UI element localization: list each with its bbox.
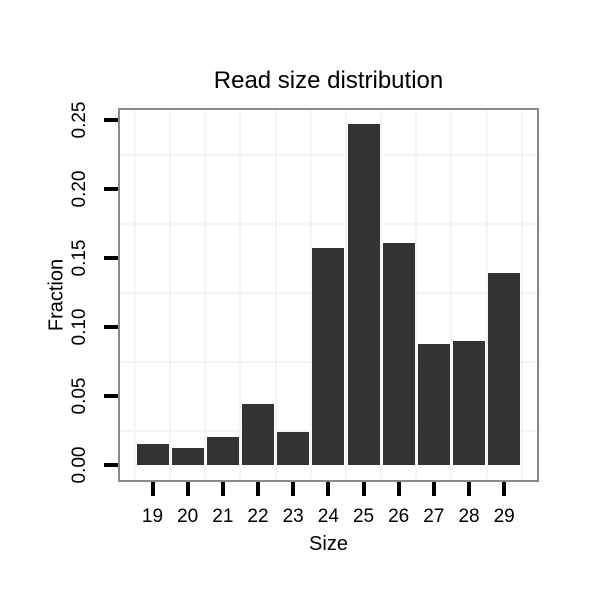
x-tick-label: 29 <box>493 506 515 527</box>
bar-size-19 <box>136 444 169 465</box>
bar-size-26 <box>382 242 415 465</box>
y-tick-label: 0.05 <box>69 377 90 415</box>
y-tick <box>104 463 118 467</box>
x-tick <box>431 482 436 496</box>
vertical-gridline <box>133 110 136 480</box>
plot-panel <box>118 108 539 482</box>
y-tick-label: 0.00 <box>69 446 90 484</box>
vertical-gridline <box>485 110 488 480</box>
vertical-gridline <box>344 110 347 480</box>
horizontal-gridline <box>120 222 537 225</box>
x-tick <box>185 482 190 496</box>
y-tick-label: 0.10 <box>69 308 90 346</box>
y-tick-label: 0.15 <box>69 239 90 277</box>
y-tick <box>104 325 118 329</box>
y-tick-label: 0.25 <box>69 101 90 139</box>
x-tick <box>502 482 507 496</box>
vertical-gridline <box>450 110 453 480</box>
x-tick-label: 26 <box>388 506 410 527</box>
bar-size-25 <box>347 124 380 465</box>
vertical-gridline <box>169 110 172 480</box>
vertical-gridline <box>274 110 277 480</box>
y-tick <box>104 118 118 122</box>
x-tick-label: 20 <box>177 506 199 527</box>
horizontal-gridline <box>120 153 537 156</box>
x-tick <box>396 482 401 496</box>
x-axis-title: Size <box>309 533 348 555</box>
x-tick <box>150 482 155 496</box>
bar-size-24 <box>312 248 345 465</box>
x-tick-label: 19 <box>141 506 164 527</box>
x-tick-label: 27 <box>423 506 445 527</box>
x-tick-label: 21 <box>212 506 234 527</box>
x-tick-label: 24 <box>317 506 339 527</box>
x-tick-label: 22 <box>247 506 269 527</box>
vertical-gridline <box>239 110 242 480</box>
vertical-gridline <box>309 110 312 480</box>
vertical-gridline <box>520 110 523 480</box>
y-tick <box>104 256 118 260</box>
bar-size-23 <box>277 431 310 465</box>
y-tick-label: 0.20 <box>69 170 90 208</box>
plot-area <box>120 110 537 480</box>
bar-size-20 <box>171 448 204 465</box>
bar-size-21 <box>206 437 239 465</box>
x-tick <box>256 482 260 496</box>
x-tick <box>326 482 331 496</box>
bar-size-28 <box>453 340 486 465</box>
bar-size-27 <box>417 343 450 465</box>
x-tick-label: 28 <box>458 506 480 527</box>
x-tick <box>220 482 225 496</box>
x-tick <box>361 482 366 496</box>
x-tick-label: 25 <box>352 506 375 527</box>
vertical-gridline <box>380 110 383 480</box>
x-tick <box>291 482 296 496</box>
chart-title: Read size distribution <box>213 67 444 94</box>
vertical-gridline <box>415 110 418 480</box>
y-tick <box>104 187 118 191</box>
bar-size-22 <box>242 404 274 465</box>
vertical-gridline <box>204 110 207 480</box>
bar-size-29 <box>488 273 521 465</box>
y-axis-title: Fraction <box>45 258 68 332</box>
y-tick <box>104 394 118 398</box>
x-tick <box>467 482 472 496</box>
x-tick-label: 23 <box>282 506 304 527</box>
